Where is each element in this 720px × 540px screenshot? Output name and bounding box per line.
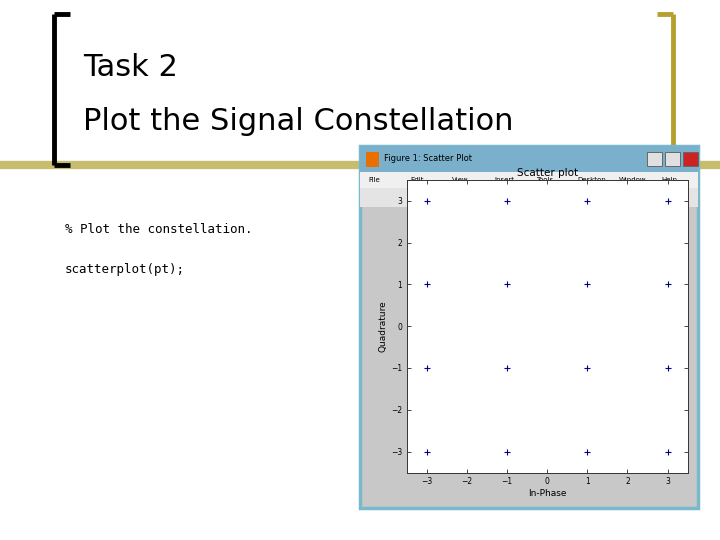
Text: View: View [452,177,469,183]
Text: Help: Help [661,177,677,183]
Bar [366,152,379,167]
Text: % Plot the constellation.: % Plot the constellation. [65,223,252,236]
Text: Insert: Insert [494,177,514,183]
Text: Task 2: Task 2 [83,53,178,82]
Text: Edit: Edit [410,177,424,183]
Text: Plot the Signal Constellation: Plot the Signal Constellation [83,107,513,136]
Bar [360,146,698,508]
Title: Scatter plot: Scatter plot [517,167,577,178]
Bar [360,188,698,207]
Bar [665,152,680,166]
Text: File: File [369,177,380,183]
Text: Figure 1: Scatter Plot: Figure 1: Scatter Plot [384,154,472,163]
X-axis label: In-Phase: In-Phase [528,489,567,498]
Y-axis label: Quadrature: Quadrature [379,300,388,352]
Bar [647,152,662,166]
Text: Tools: Tools [536,177,553,183]
Text: scatterplot(pt);: scatterplot(pt); [65,264,185,276]
Bar [360,146,698,172]
Text: Window: Window [619,177,647,183]
Text: Desktop: Desktop [577,177,606,183]
Bar [683,152,698,166]
Bar [360,172,698,188]
